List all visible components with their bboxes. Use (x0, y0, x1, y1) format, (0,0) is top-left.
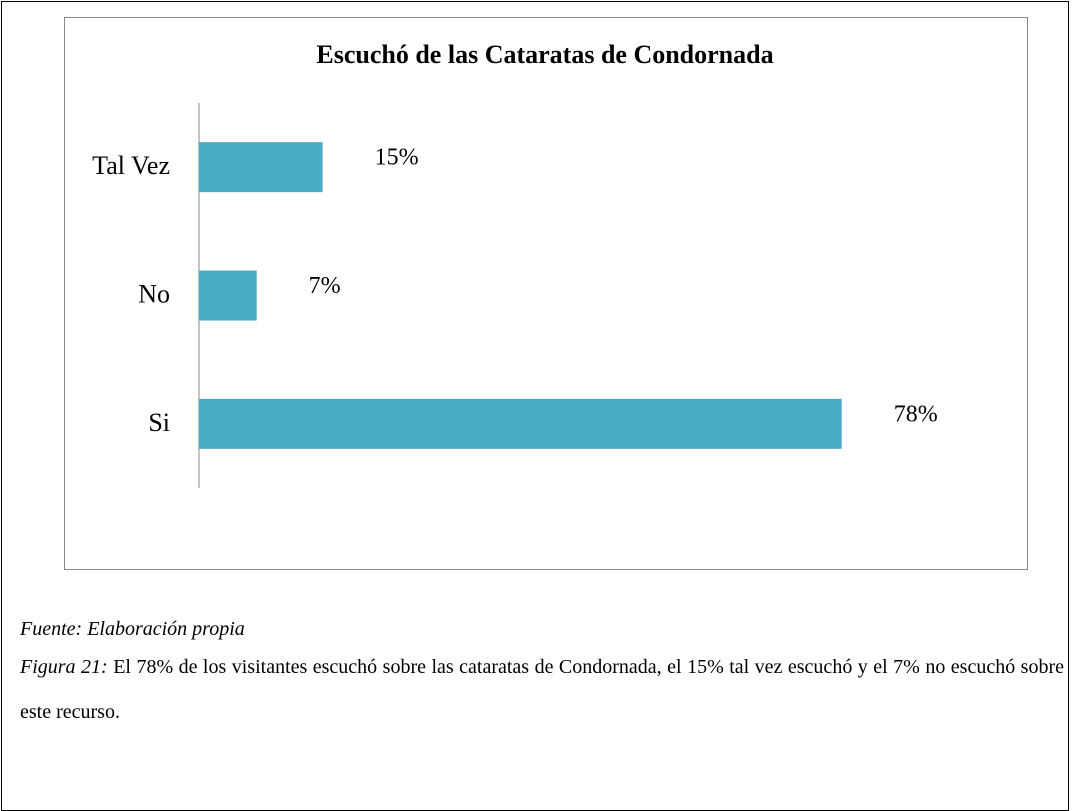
chart: Escuchó de las Cataratas de Condornada T… (64, 17, 1028, 570)
source: Fuente: Elaboración propia (20, 618, 245, 640)
caption-text: El 78% de los visitantes escuchó sobre l… (20, 656, 1065, 723)
y-tick-label: Tal Vez (92, 151, 170, 180)
caption-label: Figura 21: (20, 656, 108, 678)
value-label: 78% (894, 401, 938, 427)
value-label: 15% (375, 145, 419, 171)
bar (199, 142, 323, 193)
bar (199, 270, 257, 321)
y-tick-label: Si (148, 408, 170, 437)
value-label: 7% (309, 273, 341, 299)
y-tick-label: No (138, 279, 170, 308)
bar (199, 398, 842, 449)
chart-title: Escuchó de las Cataratas de Condornada (316, 40, 773, 69)
caption: Figura 21: El 78% de los visitantes escu… (20, 645, 1064, 735)
